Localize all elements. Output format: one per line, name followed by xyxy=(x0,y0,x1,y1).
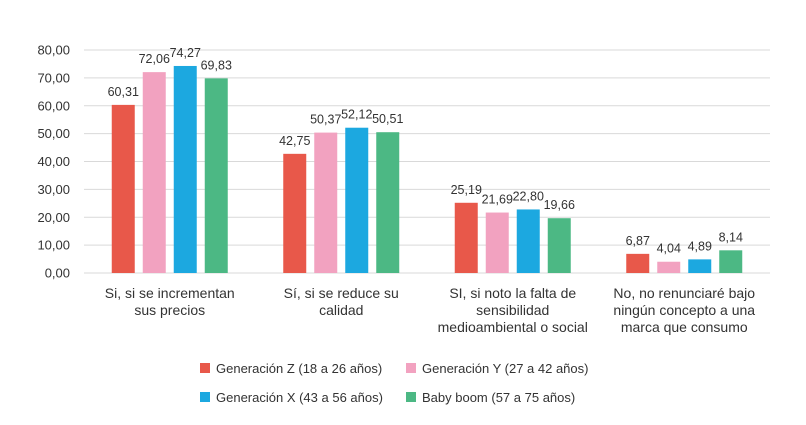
legend-label: Baby boom (57 a 75 años) xyxy=(422,390,575,405)
legend-swatch xyxy=(406,392,416,402)
bar xyxy=(719,250,743,273)
category-label: ningún concepto a una xyxy=(613,302,755,318)
legend-swatch xyxy=(200,363,210,373)
y-tick-label: 70,00 xyxy=(37,70,70,85)
category-label: Sí, si se reduce su xyxy=(284,285,399,301)
category-label: marca que consumo xyxy=(621,319,748,335)
data-label: 72,06 xyxy=(139,52,170,66)
legend-label: Generación X (43 a 56 años) xyxy=(216,390,383,405)
data-label: 25,19 xyxy=(451,183,482,197)
data-label: 8,14 xyxy=(719,230,743,244)
category-label: Si, si se incrementan xyxy=(105,285,235,301)
bar xyxy=(314,132,338,273)
legend-swatch xyxy=(200,392,210,402)
data-label: 21,69 xyxy=(482,193,513,207)
data-label: 50,51 xyxy=(372,112,403,126)
data-label: 4,89 xyxy=(688,239,712,253)
bar xyxy=(376,132,400,273)
y-tick-label: 80,00 xyxy=(37,43,70,58)
bar xyxy=(516,209,540,273)
legend-swatch xyxy=(406,363,416,373)
data-label: 19,66 xyxy=(544,198,575,212)
bar xyxy=(345,127,369,273)
bar xyxy=(111,104,135,274)
data-label: 74,27 xyxy=(170,46,201,60)
y-tick-label: 60,00 xyxy=(37,98,70,113)
category-label: SI, si noto la falta de xyxy=(449,285,576,301)
category-label: medioambiental o social xyxy=(438,319,588,335)
bar xyxy=(142,72,166,273)
bar xyxy=(688,259,712,273)
data-label: 60,31 xyxy=(108,85,139,99)
category-label: calidad xyxy=(319,302,363,318)
y-tick-label: 20,00 xyxy=(37,210,70,225)
bar xyxy=(173,65,197,273)
category-label: sensibilidad xyxy=(476,302,549,318)
data-label: 50,37 xyxy=(310,113,341,127)
bar xyxy=(454,202,478,273)
y-tick-label: 50,00 xyxy=(37,126,70,141)
bar xyxy=(547,218,571,273)
legend-label: Generación Y (27 a 42 años) xyxy=(422,361,588,376)
bar xyxy=(204,78,228,273)
y-tick-label: 30,00 xyxy=(37,182,70,197)
y-tick-label: 10,00 xyxy=(37,238,70,253)
data-label: 6,87 xyxy=(626,234,650,248)
y-tick-label: 0,00 xyxy=(45,266,70,281)
data-label: 42,75 xyxy=(279,134,310,148)
bar xyxy=(626,253,650,273)
bar xyxy=(283,153,307,273)
data-label: 22,80 xyxy=(513,189,544,203)
category-label: sus precios xyxy=(134,302,205,318)
data-label: 52,12 xyxy=(341,108,372,122)
bar xyxy=(485,212,509,273)
data-label: 4,04 xyxy=(657,242,681,256)
category-label: No, no renunciaré bajo xyxy=(613,285,755,301)
legend-label: Generación Z (18 a 26 años) xyxy=(216,361,382,376)
bar xyxy=(657,261,681,273)
data-label: 69,83 xyxy=(201,58,232,72)
y-tick-label: 40,00 xyxy=(37,154,70,169)
